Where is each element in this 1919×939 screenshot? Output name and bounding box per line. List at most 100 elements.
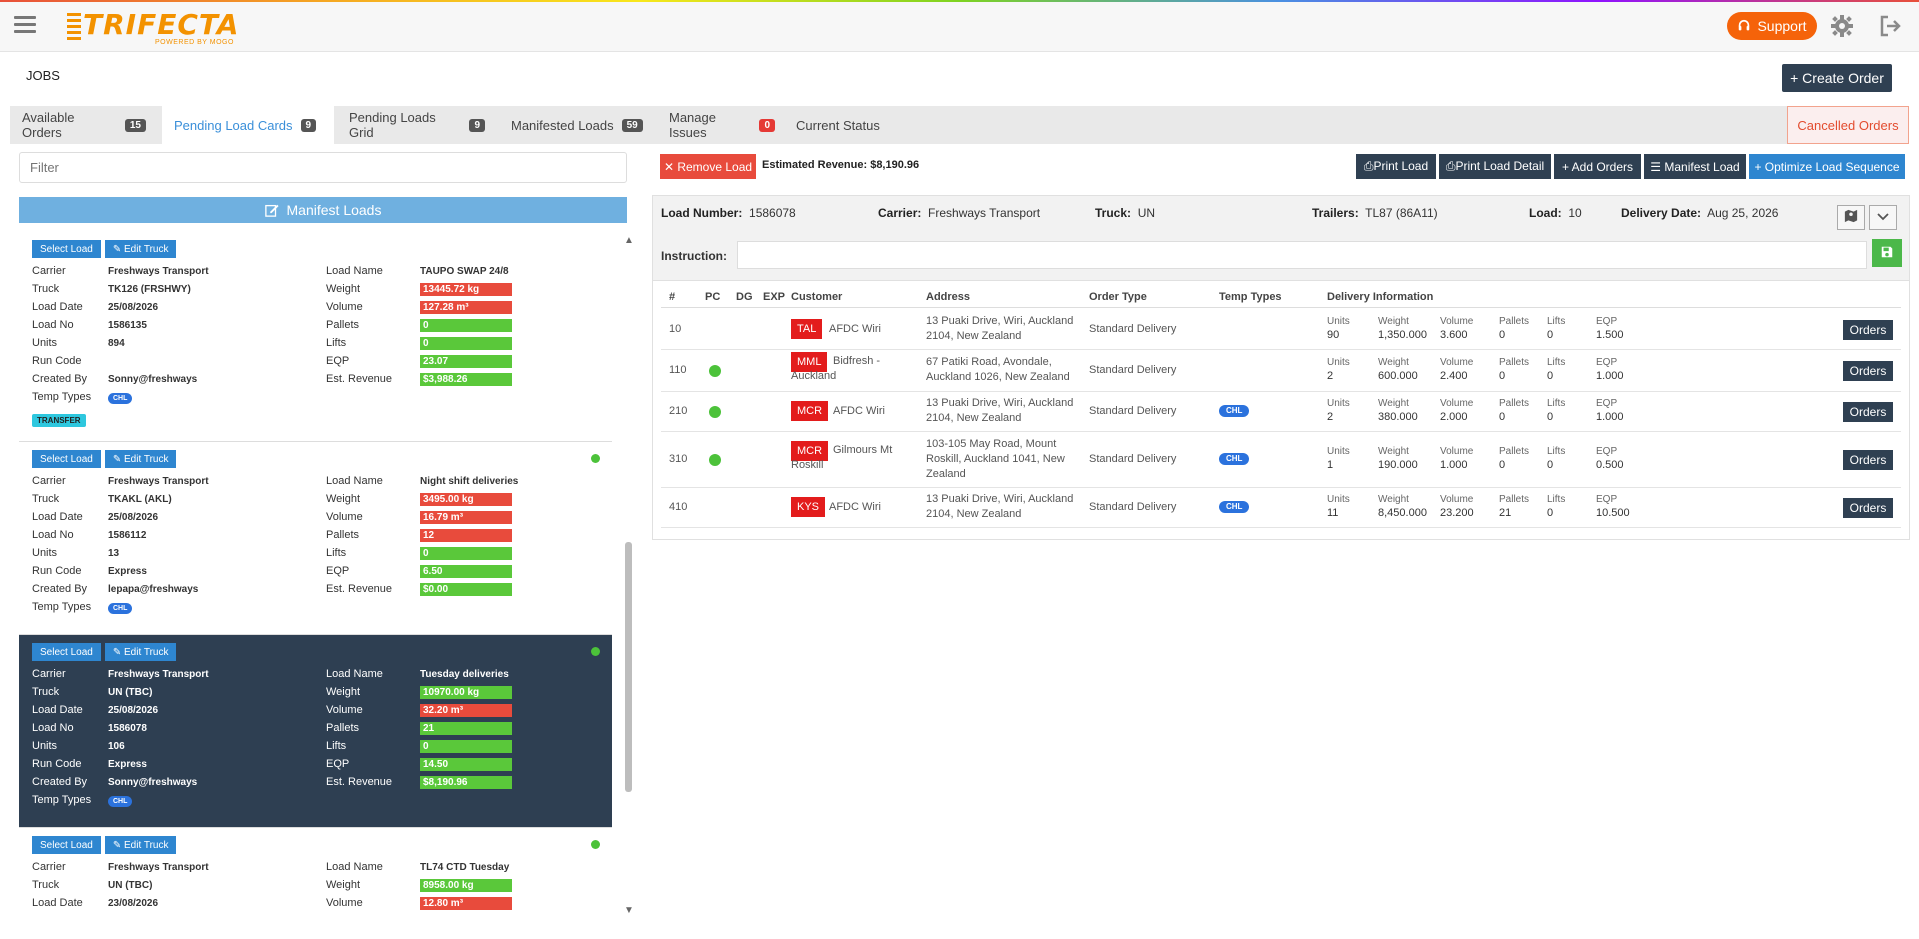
table-row[interactable]: 10 TAL AFDC Wiri 13 Puaki Drive, Wiri, A…: [661, 310, 1901, 350]
delivery-date-value: Aug 25, 2026: [1707, 206, 1779, 220]
temp-type-badge: CHL: [108, 393, 133, 404]
remove-load-button[interactable]: ✕ Remove Load: [660, 154, 756, 179]
load-card-selected[interactable]: Select Load ✎ Edit Truck Carrier Freshways…: [19, 635, 612, 828]
table-row[interactable]: 210 MCR AFDC Wiri 13 Puaki Drive, Wiri, …: [661, 392, 1901, 432]
add-orders-button[interactable]: + Add Orders: [1554, 154, 1641, 179]
units-label: Units: [1327, 494, 1350, 505]
orders-button[interactable]: Orders: [1843, 320, 1893, 340]
volume-value: 23.200: [1440, 507, 1474, 519]
load-card[interactable]: Select Load ✎ Edit Truck Carrier Freshways…: [19, 232, 612, 442]
row-number: 210: [669, 405, 688, 417]
select-load-button[interactable]: Select Load: [32, 836, 101, 854]
lifts-label: Lifts: [1547, 357, 1566, 368]
eqp-value: 1.500: [1596, 329, 1624, 341]
manifest-load-button[interactable]: ☰ Manifest Load: [1644, 154, 1746, 179]
weight-label: Weight: [1378, 316, 1409, 327]
tab-bar: Available Orders 15 Pending Load Cards 9 P…: [10, 106, 1909, 144]
save-instruction-button[interactable]: [1872, 239, 1902, 267]
orders-button[interactable]: Orders: [1843, 402, 1893, 422]
orders-button[interactable]: Orders: [1843, 450, 1893, 470]
orders-button[interactable]: Orders: [1843, 361, 1893, 381]
map-icon: [1844, 209, 1858, 223]
expand-button[interactable]: [1869, 205, 1897, 230]
lifts-label: Lifts: [326, 740, 347, 752]
lifts-bar: 0: [420, 740, 512, 753]
table-row[interactable]: 110 MML Bidfresh - Auckland 67 Patiki Ro…: [661, 350, 1901, 392]
volume-label: Volume: [326, 704, 363, 716]
units-value: 90: [1327, 329, 1340, 341]
instruction-input[interactable]: [737, 241, 1867, 269]
app-logo[interactable]: TRIFECTA POWERED BY MOGO: [67, 10, 247, 48]
carrier-field: Carrier: Freshways Transport: [878, 206, 1040, 220]
select-load-button[interactable]: Select Load: [32, 240, 101, 258]
lifts-value: 0: [1547, 329, 1554, 341]
tab-manifested-loads[interactable]: Manifested Loads 59: [499, 106, 659, 144]
scroll-down-arrow-icon[interactable]: ▼: [624, 905, 634, 916]
select-load-button[interactable]: Select Load: [32, 643, 101, 661]
order-type: Standard Delivery: [1089, 453, 1177, 465]
create-order-button[interactable]: + Create Order: [1782, 64, 1892, 92]
logout-icon[interactable]: [1878, 14, 1902, 38]
edit-truck-button[interactable]: ✎ Edit Truck: [104, 643, 177, 661]
pallets-label: Pallets: [1499, 398, 1530, 409]
temp-type-badge: CHL: [108, 796, 133, 807]
load-date-label: Load Date: [32, 704, 83, 716]
address: 67 Patiki Road, Avondale, Auckland 1026,…: [926, 356, 1070, 383]
scroll-up-arrow-icon[interactable]: ▲: [624, 235, 634, 246]
truck-value: UN: [1137, 206, 1156, 220]
eqp-value: 0.500: [1596, 459, 1624, 471]
volume-label: Volume: [326, 301, 363, 313]
edit-truck-button[interactable]: ✎ Edit Truck: [104, 240, 177, 258]
tab-count-badge: 0: [759, 118, 775, 132]
cancelled-orders-button[interactable]: Cancelled Orders: [1787, 106, 1909, 144]
carrier-value: Freshways Transport: [108, 862, 209, 873]
carrier-label: Carrier:: [878, 206, 922, 220]
weight-label: Weight: [326, 493, 361, 505]
tab-available-orders[interactable]: Available Orders 15: [10, 106, 158, 144]
volume-label: Volume: [1440, 398, 1474, 409]
weight-bar: 13445.72 kg: [420, 283, 512, 296]
scrollbar-thumb[interactable]: [625, 542, 632, 792]
address: 13 Puaki Drive, Wiri, Auckland 2104, New…: [926, 397, 1074, 424]
delivery-date-field: Delivery Date: Aug 25, 2026: [1621, 206, 1778, 220]
eqp-bar: 23.07: [420, 355, 512, 368]
print-load-button[interactable]: ⎙Print Load: [1356, 154, 1436, 179]
eqp-label: EQP: [326, 758, 350, 770]
trailers-field: Trailers: TL87 (86A11): [1312, 206, 1438, 220]
orders-button[interactable]: Orders: [1843, 498, 1893, 518]
units-value: 11: [1327, 507, 1339, 519]
menu-icon[interactable]: [14, 16, 36, 34]
map-button[interactable]: [1837, 205, 1865, 230]
created-by-value: lepapa@freshways: [108, 584, 199, 595]
edit-truck-label: Edit Truck: [124, 243, 169, 255]
manifest-loads-button[interactable]: Manifest Loads: [19, 197, 627, 223]
customer-name: AFDC Wiri: [829, 323, 881, 335]
est-revenue-label: Est. Revenue: [326, 373, 393, 385]
select-load-button[interactable]: Select Load: [32, 450, 101, 468]
gear-icon[interactable]: [1830, 14, 1854, 38]
load-card[interactable]: Select Load ✎ Edit Truck Carrier Freshways…: [19, 828, 612, 917]
edit-truck-button[interactable]: ✎ Edit Truck: [104, 450, 177, 468]
tab-current-status[interactable]: Current Status: [784, 106, 894, 144]
tab-label: Current Status: [796, 117, 880, 133]
edit-truck-label: Edit Truck: [124, 839, 169, 851]
units-label: Units: [32, 337, 58, 349]
support-button[interactable]: Support: [1727, 12, 1817, 40]
load-card[interactable]: Select Load ✎ Edit Truck Carrier Freshways…: [19, 442, 612, 635]
volume-bar: 12.80 m³: [420, 897, 512, 910]
created-by-label: Created By: [32, 373, 88, 385]
load-no-value: 1586135: [108, 320, 147, 331]
filter-input[interactable]: [19, 152, 627, 183]
edit-truck-button[interactable]: ✎ Edit Truck: [104, 836, 177, 854]
table-row[interactable]: 310 MCR Gilmours Mt Roskill 103-105 May …: [661, 432, 1901, 488]
load-card-list[interactable]: Select Load ✎ Edit Truck Carrier Freshways…: [19, 232, 612, 917]
tab-pending-loads-grid[interactable]: Pending Loads Grid 9: [337, 106, 497, 144]
tab-pending-load-cards[interactable]: Pending Load Cards 9: [162, 106, 334, 144]
volume-label: Volume: [1440, 446, 1474, 457]
logo-stripes-icon: [67, 13, 81, 41]
load-no-value: 1586112: [108, 530, 147, 541]
table-row[interactable]: 410 KYS AFDC Wiri 13 Puaki Drive, Wiri, …: [661, 488, 1901, 528]
tab-manage-issues[interactable]: Manage Issues 0: [657, 106, 787, 144]
print-load-detail-button[interactable]: ⎙Print Load Detail: [1439, 154, 1551, 179]
optimize-load-sequence-button[interactable]: + Optimize Load Sequence: [1749, 154, 1905, 179]
